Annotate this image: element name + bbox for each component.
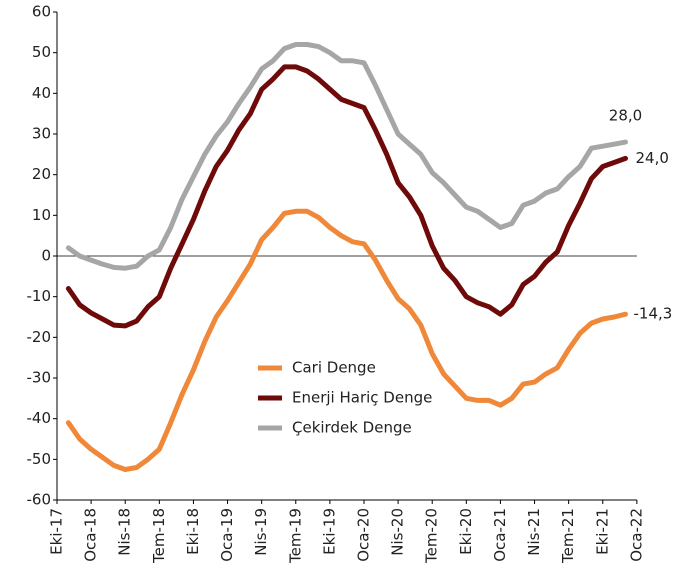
x-tick-label: Oca-18 (82, 508, 100, 562)
series-line (65, 208, 628, 472)
value-label: 24,0 (636, 149, 669, 167)
y-tick-label: 10 (32, 206, 51, 224)
x-tick-label: Nis-21 (525, 508, 543, 556)
series-line (65, 42, 628, 271)
x-tick-label: Tem-21 (559, 508, 577, 564)
x-tick-label: Eki-21 (593, 508, 611, 555)
y-tick-label: 40 (32, 84, 51, 102)
y-tick-label: -30 (27, 369, 52, 387)
y-tick-label: -50 (27, 450, 52, 468)
series-line (65, 64, 628, 329)
x-tick-label: Tem-18 (150, 508, 168, 564)
x-tick-label: Oca-19 (218, 508, 236, 562)
x-tick-label: Tem-19 (286, 508, 304, 564)
x-tick-label: Nis-19 (252, 508, 270, 556)
y-tick-label: 60 (32, 3, 51, 21)
x-tick-label: Eki-17 (48, 508, 66, 555)
y-tick-label: 20 (32, 165, 51, 183)
value-label: 28,0 (609, 107, 642, 125)
legend-label: Enerji Hariç Denge (292, 389, 432, 407)
y-tick-label: -10 (27, 287, 52, 305)
x-tick-label: Eki-19 (320, 508, 338, 555)
x-tick-label: Eki-18 (184, 508, 202, 555)
x-tick-label: Oca-20 (354, 508, 372, 562)
x-tick-label: Tem-20 (423, 508, 441, 564)
x-tick-label: Eki-20 (457, 508, 475, 555)
y-tick-label: -20 (27, 328, 52, 346)
y-tick-label: -60 (27, 491, 52, 509)
legend-label: Cari Denge (292, 359, 376, 377)
y-tick-label: 30 (32, 125, 51, 143)
y-tick-label: 0 (41, 247, 51, 265)
value-label: -14,3 (634, 305, 673, 323)
x-tick-label: Nis-18 (116, 508, 134, 556)
y-tick-label: 50 (32, 43, 51, 61)
y-tick-label: -40 (27, 409, 52, 427)
x-tick-label: Oca-22 (627, 508, 645, 562)
x-tick-label: Nis-20 (389, 508, 407, 556)
x-tick-label: Oca-21 (491, 508, 509, 562)
legend-label: Çekirdek Denge (292, 419, 412, 437)
